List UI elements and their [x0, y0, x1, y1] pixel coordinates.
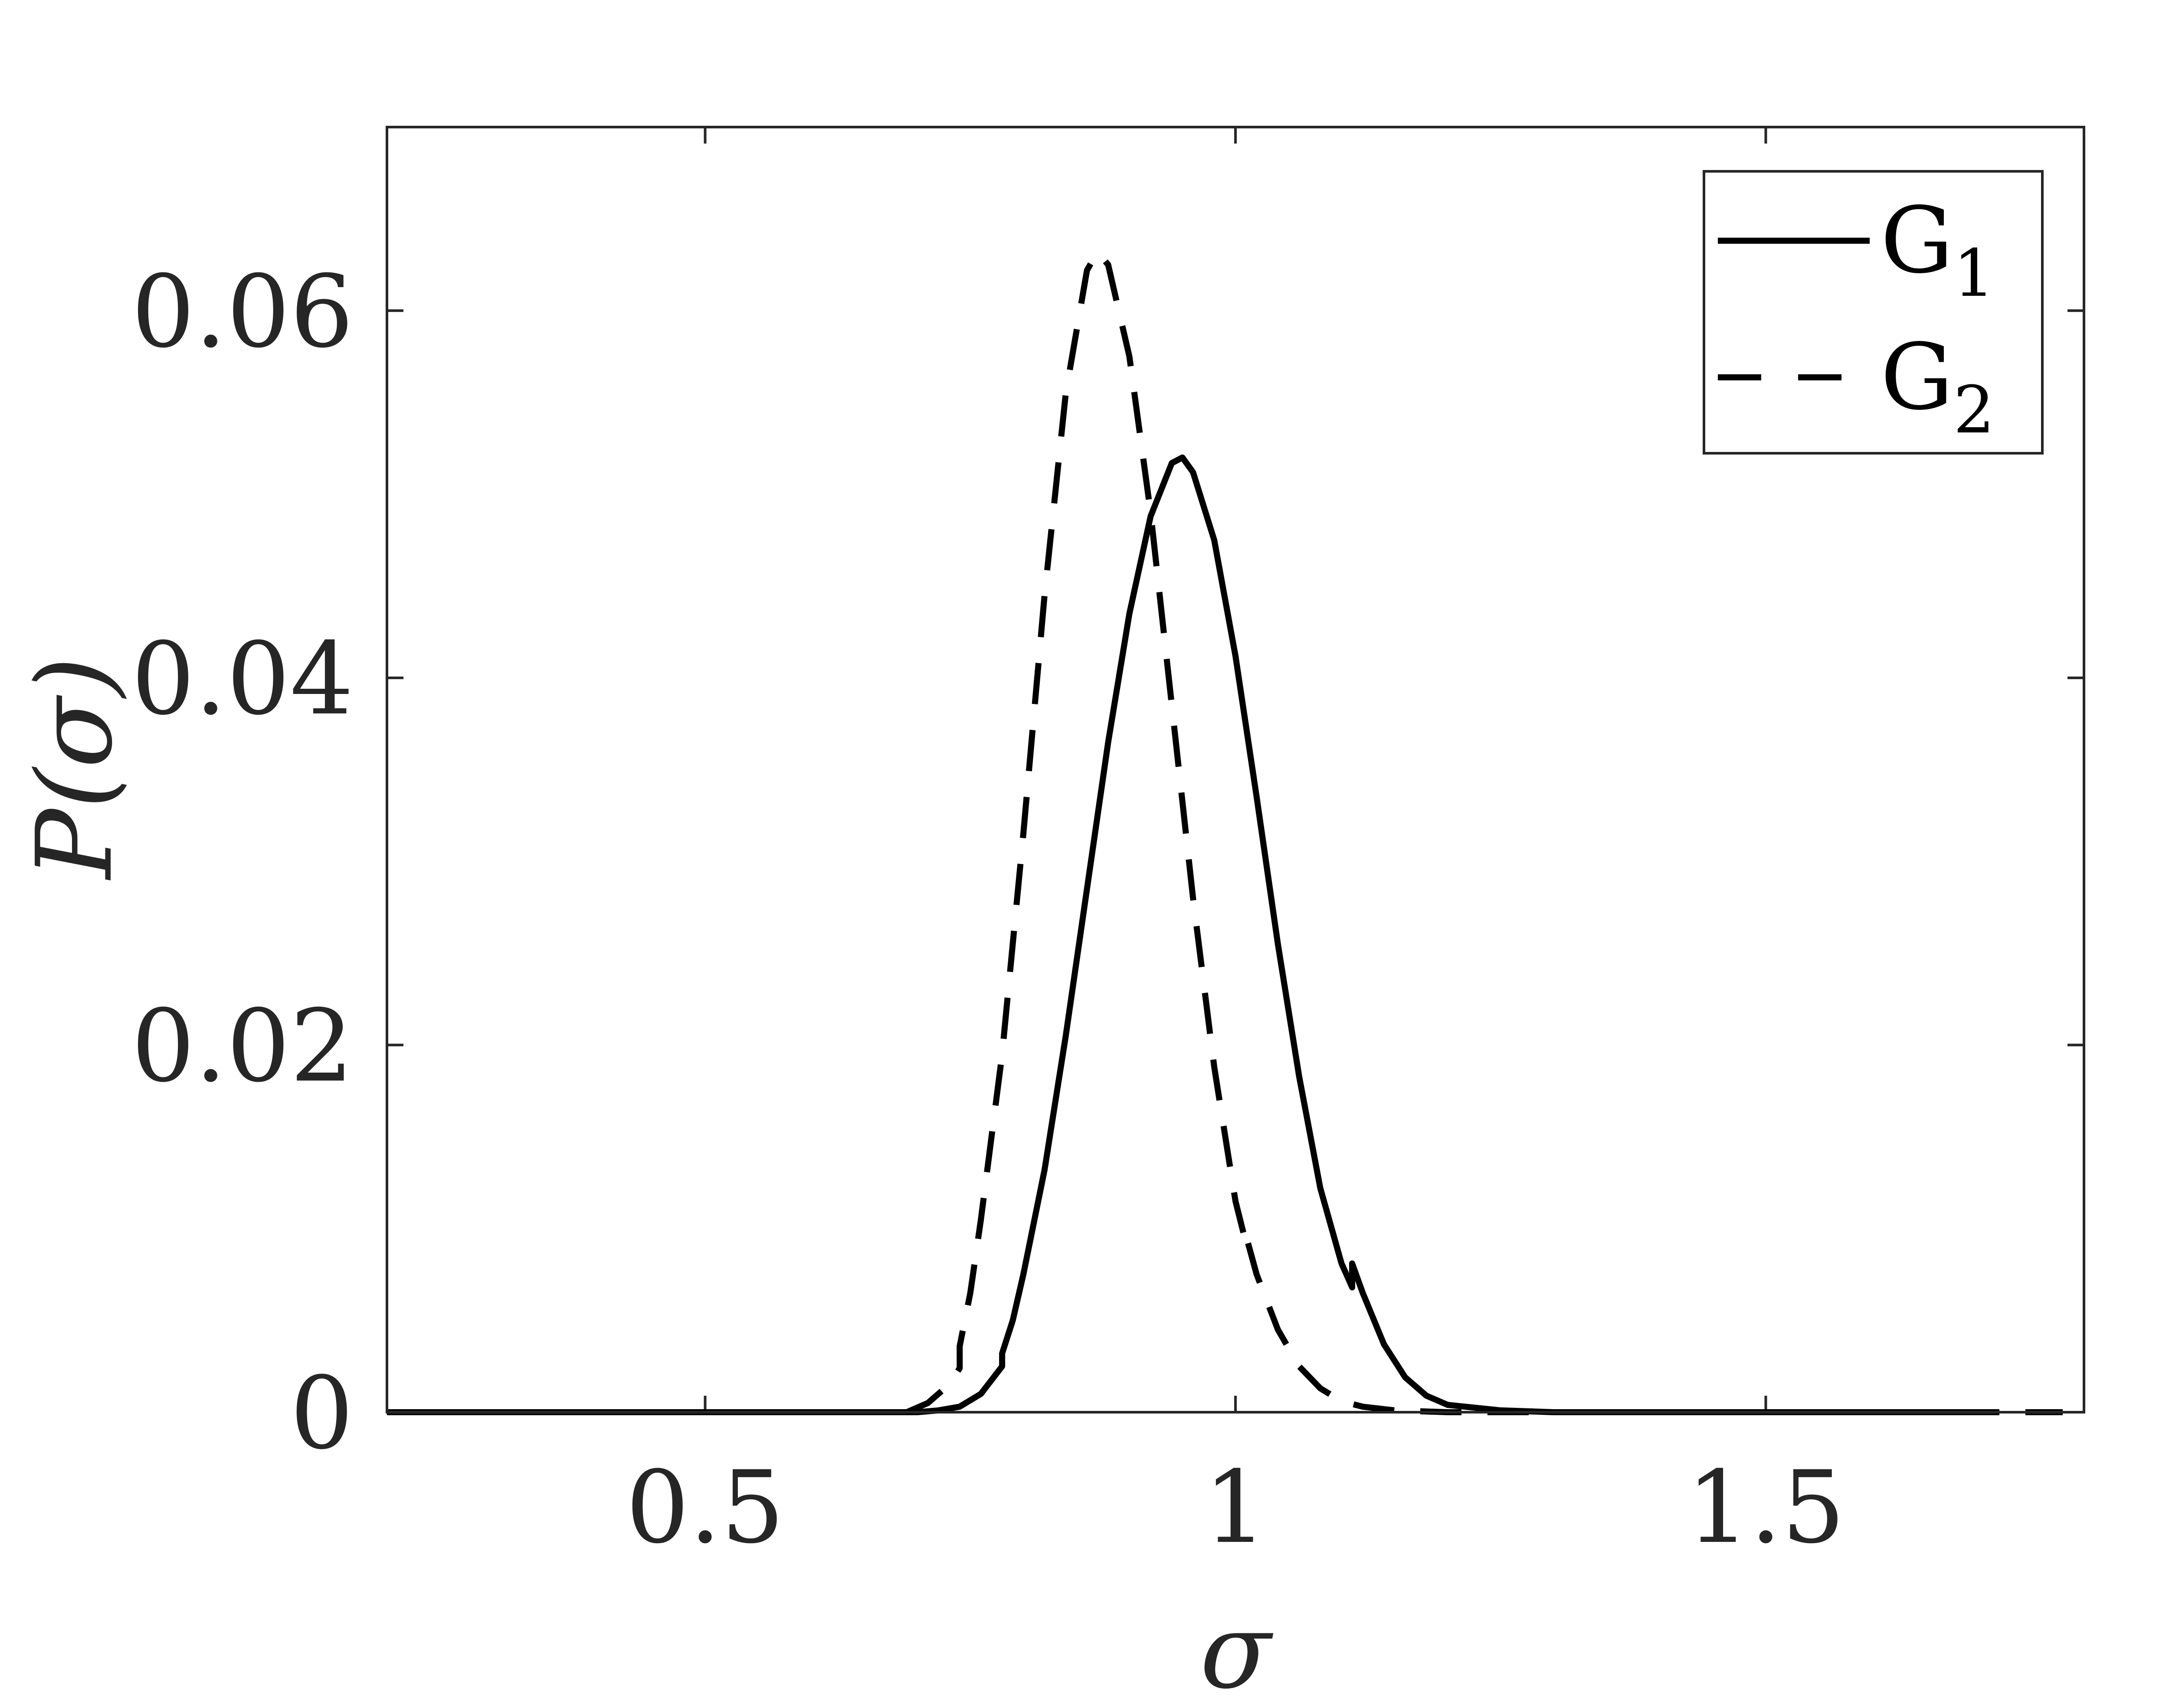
series-line-g1 — [387, 454, 1978, 1415]
axes-box — [386, 126, 2085, 1414]
x-axis-title: σ — [1200, 1590, 1274, 1708]
series-line-g2 — [905, 249, 2063, 1415]
y-tick-label: 0.04 — [131, 622, 354, 737]
y-tick-label: 0.06 — [131, 254, 354, 370]
y-tick-label: 0.02 — [131, 988, 354, 1104]
x-tick-label: 0.5 — [626, 1450, 785, 1566]
series-layer — [387, 249, 2063, 1415]
legend-label-subscript: 2 — [1953, 373, 1995, 448]
ticks: 0.5 1 1.5 0 0.02 0.04 0.06 — [131, 127, 2084, 1566]
x-tick-label: 1.5 — [1687, 1450, 1845, 1566]
legend-box — [1703, 170, 2044, 455]
y-axis-title: P(σ) — [14, 657, 135, 881]
legend-label-subscript: 1 — [1953, 236, 1995, 311]
x-tick-label: 1 — [1204, 1450, 1267, 1566]
y-tick-label: 0 — [290, 1356, 354, 1472]
